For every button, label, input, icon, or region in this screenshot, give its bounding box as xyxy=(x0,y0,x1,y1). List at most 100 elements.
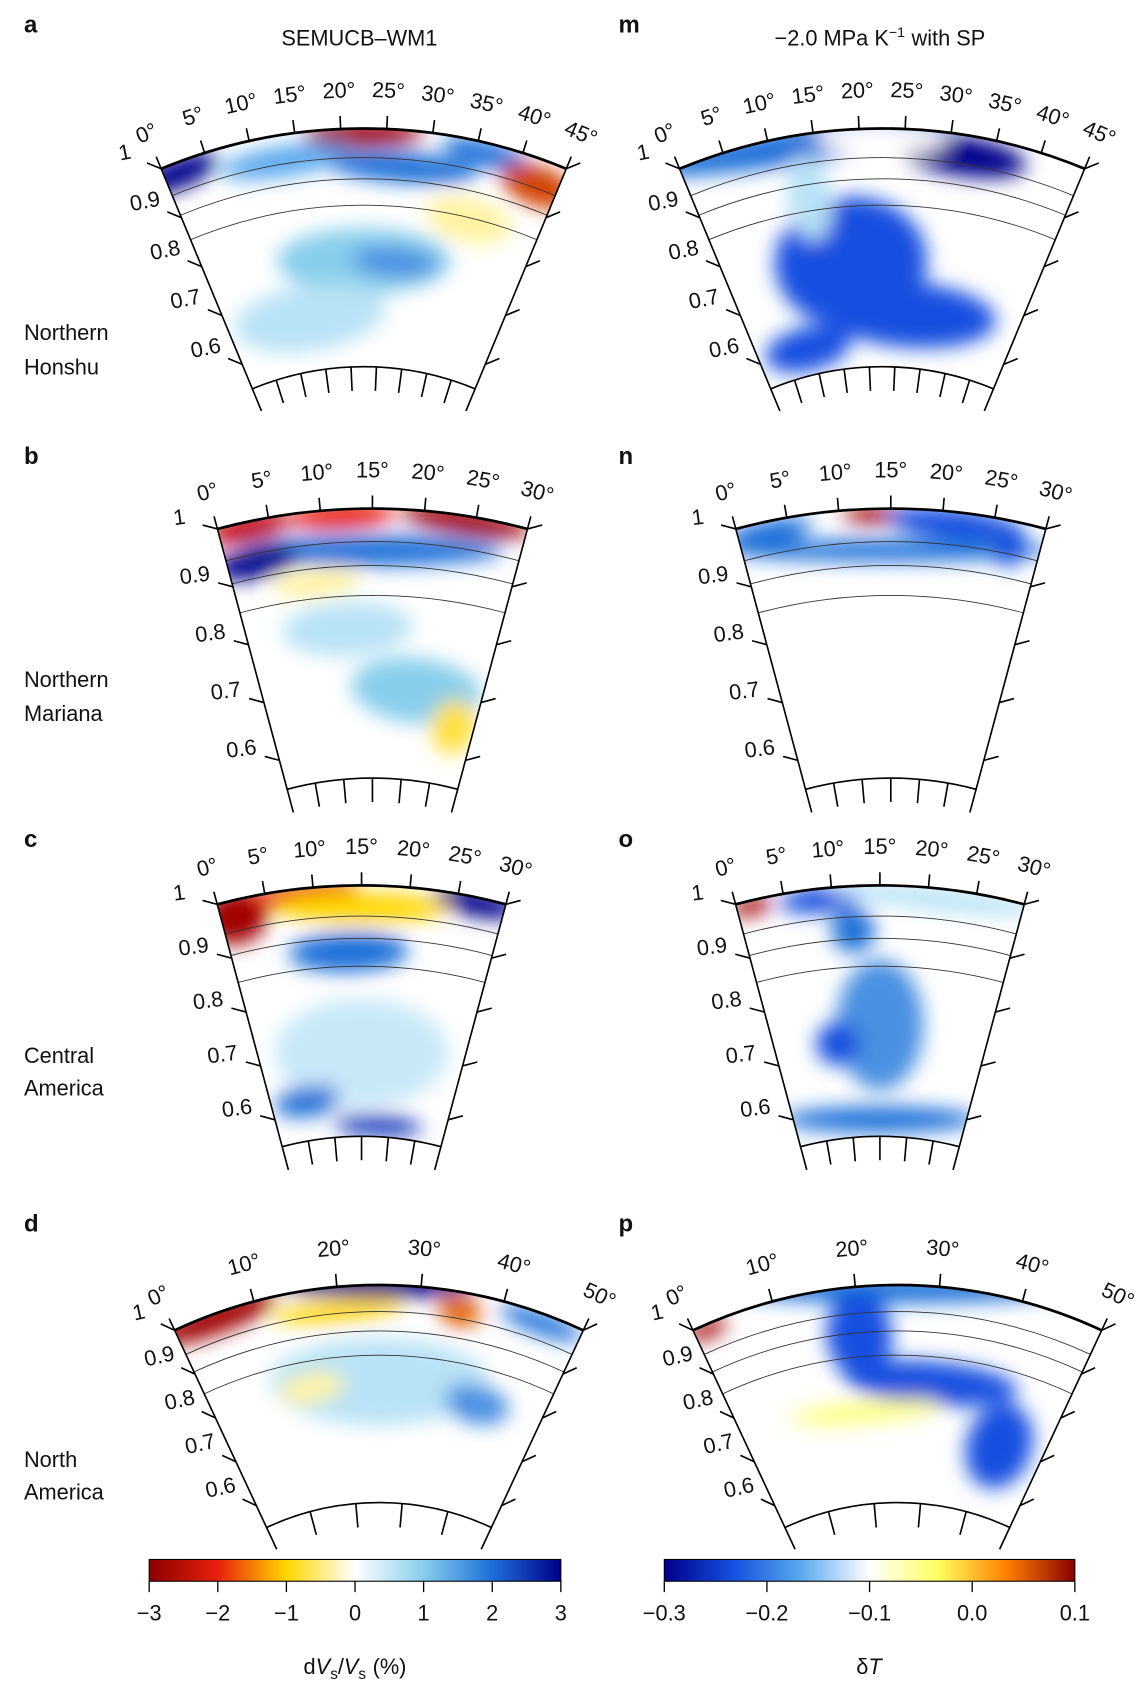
bottom-tick xyxy=(342,779,347,804)
anomaly xyxy=(786,154,832,241)
radius-tick-label: 1 xyxy=(690,504,705,530)
angle-tick-label: 25° xyxy=(465,464,502,494)
radius-tick xyxy=(751,639,767,646)
bottom-tick xyxy=(399,1503,403,1528)
bottom-tick xyxy=(916,369,921,394)
anomaly xyxy=(426,196,512,244)
radius-tick xyxy=(720,899,736,906)
angle-tick xyxy=(718,140,724,154)
radius-tick xyxy=(1019,1498,1035,1507)
angle-tick-label: 25° xyxy=(983,464,1020,494)
radius-tick xyxy=(187,259,203,268)
label-part: s xyxy=(330,1666,338,1683)
anomaly xyxy=(234,283,386,353)
depth-line xyxy=(193,1330,565,1373)
radius-tick xyxy=(216,953,232,960)
anomaly xyxy=(822,281,996,349)
column-title: −2.0 MPa K−1 with SP xyxy=(775,24,986,51)
bottom-tick xyxy=(917,1503,922,1528)
radius-tick-label: 0.6 xyxy=(203,1472,238,1503)
radius-tick xyxy=(221,1454,237,1463)
angle-tick xyxy=(409,874,413,888)
colorbar-tick-label: −2 xyxy=(205,1600,230,1625)
bottom-tick xyxy=(939,373,946,398)
anomaly xyxy=(816,1021,860,1066)
angle-tick xyxy=(938,1273,942,1287)
angle-tick-label: 5° xyxy=(764,842,789,870)
depth-line xyxy=(180,178,548,216)
radius-tick xyxy=(725,308,741,317)
title-text: −2.0 MPa K xyxy=(775,26,890,51)
angle-tick-label: 0° xyxy=(194,852,221,882)
depth-line xyxy=(722,1354,1073,1395)
anomaly xyxy=(844,1360,1018,1407)
radius-tick-label: 0.6 xyxy=(721,1472,756,1503)
bottom-tick xyxy=(952,1146,961,1171)
angle-tick xyxy=(857,115,860,130)
radius-tick xyxy=(480,697,496,704)
angle-tick xyxy=(318,497,322,511)
anomaly xyxy=(765,325,851,373)
colorbar-tick-label: 0 xyxy=(349,1600,361,1625)
bottom-tick xyxy=(433,1146,442,1171)
depth-line xyxy=(172,157,556,197)
anomaly xyxy=(326,150,479,184)
anomaly xyxy=(274,998,449,1108)
radius-tick xyxy=(202,899,218,906)
angle-tick-label: 0° xyxy=(662,1279,691,1310)
radius-tick xyxy=(705,259,721,268)
bottom-tick xyxy=(961,379,971,404)
bottom-tick xyxy=(275,379,285,404)
bottom-tick xyxy=(350,366,353,391)
label-part: V xyxy=(316,1654,333,1679)
angle-tick xyxy=(1023,891,1029,905)
angle-tick xyxy=(385,115,389,130)
angle-tick-label: 5° xyxy=(249,465,274,493)
depth-line xyxy=(185,1311,573,1355)
radius-tick xyxy=(476,1007,492,1013)
radius-tick xyxy=(202,524,218,530)
region-label: Northern xyxy=(24,667,109,692)
outline xyxy=(174,1283,584,1332)
radius-tick xyxy=(760,1498,776,1507)
angle-tick xyxy=(423,497,427,511)
anomalies xyxy=(174,1285,583,1426)
angle-tick-label: 10° xyxy=(818,458,853,486)
angle-tick xyxy=(1021,1288,1027,1302)
angle-tick-label: 30° xyxy=(518,475,556,508)
angle-tick xyxy=(1045,516,1050,530)
angle-tick-label: 50° xyxy=(1098,1277,1138,1314)
anomaly xyxy=(217,545,300,581)
angle-tick-label: 0° xyxy=(132,117,161,148)
bottom-tick xyxy=(324,369,330,394)
panel-letter: a xyxy=(24,12,38,39)
angle-tick xyxy=(686,1318,694,1331)
angle-tick-label: 20° xyxy=(316,1234,351,1262)
anomaly xyxy=(275,1085,340,1118)
bottom-tick xyxy=(307,1140,314,1165)
depth-line xyxy=(756,965,1004,983)
radius-tick xyxy=(749,1007,765,1013)
outline xyxy=(679,127,1086,171)
colorbar-tick-label: 0.0 xyxy=(957,1600,987,1625)
radius-tick xyxy=(1003,357,1019,366)
angle-tick xyxy=(1040,140,1046,154)
radius-tick xyxy=(167,211,182,219)
radius-tick-label: 0.6 xyxy=(225,734,258,763)
bottom-tick xyxy=(943,782,949,807)
radius-tick xyxy=(1014,639,1030,646)
radius-tick xyxy=(146,162,162,170)
radius-tick-label: 0.9 xyxy=(178,561,211,590)
radius-tick xyxy=(511,582,527,588)
bottom-tick xyxy=(286,789,295,813)
angle-tick-label: 30° xyxy=(420,80,456,109)
region-label: Mariana xyxy=(24,701,104,726)
bottom-tick xyxy=(354,1503,359,1528)
anomaly xyxy=(288,932,409,973)
angle-tick-label: 0° xyxy=(712,852,739,882)
angle-tick-label: 20° xyxy=(914,835,949,863)
angle-tick-label: 10° xyxy=(299,458,334,486)
angle-tick-label: 40° xyxy=(1033,99,1072,133)
anomaly xyxy=(351,246,439,278)
radius-tick xyxy=(565,162,581,170)
